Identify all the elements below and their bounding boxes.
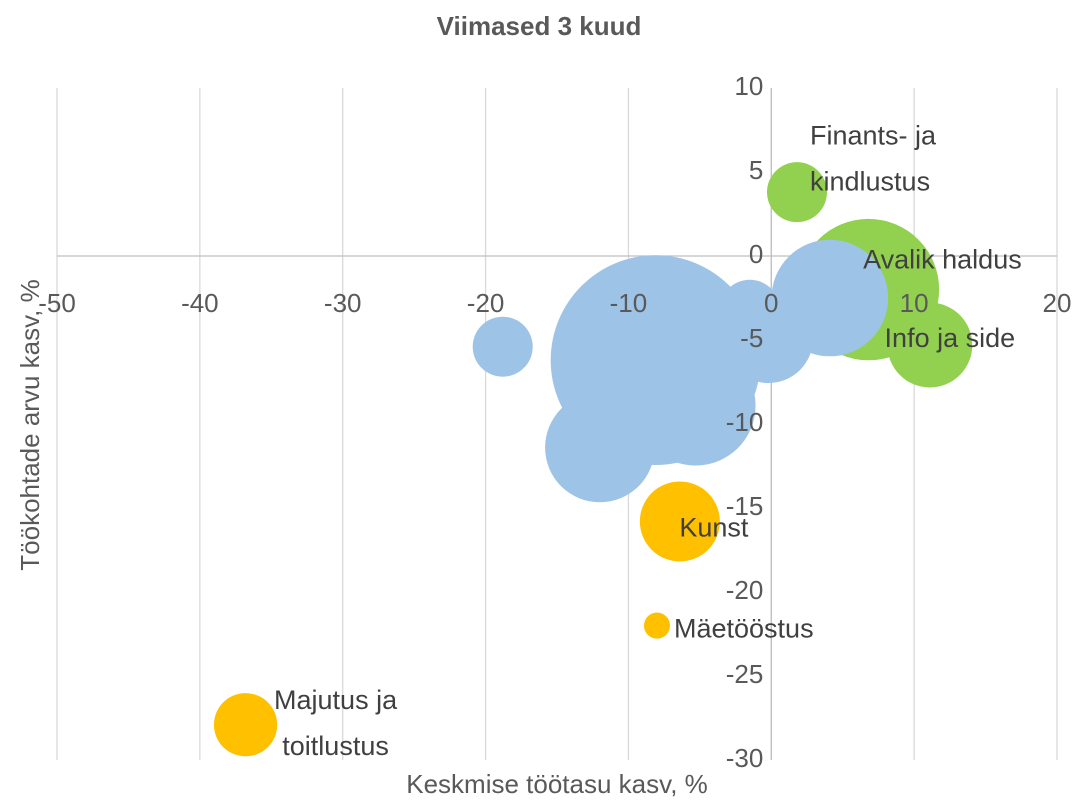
- x-tick-label: -30: [324, 288, 362, 318]
- bubble: [887, 302, 973, 388]
- data-label: Avalik haldus: [863, 245, 1022, 275]
- y-tick-label: -30: [726, 743, 764, 773]
- data-label: toitlustus: [282, 731, 389, 761]
- bubble: [472, 316, 533, 377]
- data-label: Finants- ja: [810, 120, 937, 150]
- data-label: Kunst: [679, 513, 749, 543]
- bubble: [771, 239, 889, 357]
- chart-title: Viimased 3 kuud: [437, 11, 642, 41]
- y-tick-label: -10: [726, 407, 764, 437]
- y-tick-label: -15: [726, 491, 764, 521]
- data-label: kindlustus: [810, 166, 930, 196]
- bubble: [643, 612, 671, 639]
- x-tick-label: -50: [38, 288, 76, 318]
- y-tick-label: -20: [726, 575, 764, 605]
- bubble: [545, 392, 655, 503]
- y-tick-label: -25: [726, 659, 764, 689]
- y-tick-label: -5: [740, 323, 763, 353]
- y-tick-label: 5: [749, 155, 763, 185]
- data-label: Majutus ja: [274, 685, 398, 715]
- x-tick-label: -40: [181, 288, 219, 318]
- bubble: [767, 162, 827, 223]
- y-tick-label: 0: [749, 239, 763, 269]
- x-tick-label: -10: [610, 288, 648, 318]
- bubble: [213, 693, 278, 757]
- y-axis-title: Töökohtade arvu kasv, %: [15, 279, 45, 570]
- data-label: Mäetööstus: [674, 614, 814, 644]
- x-tick-label: 0: [764, 288, 778, 318]
- x-axis-title: Keskmise töötasu kasv, %: [406, 769, 708, 799]
- x-tick-label: 20: [1043, 288, 1072, 318]
- y-tick-label: 10: [734, 71, 763, 101]
- bubble: [635, 345, 756, 466]
- x-tick-label: -20: [467, 288, 505, 318]
- data-label: Info ja side: [885, 323, 1016, 353]
- x-tick-label: 10: [900, 288, 929, 318]
- bubble: [639, 481, 720, 562]
